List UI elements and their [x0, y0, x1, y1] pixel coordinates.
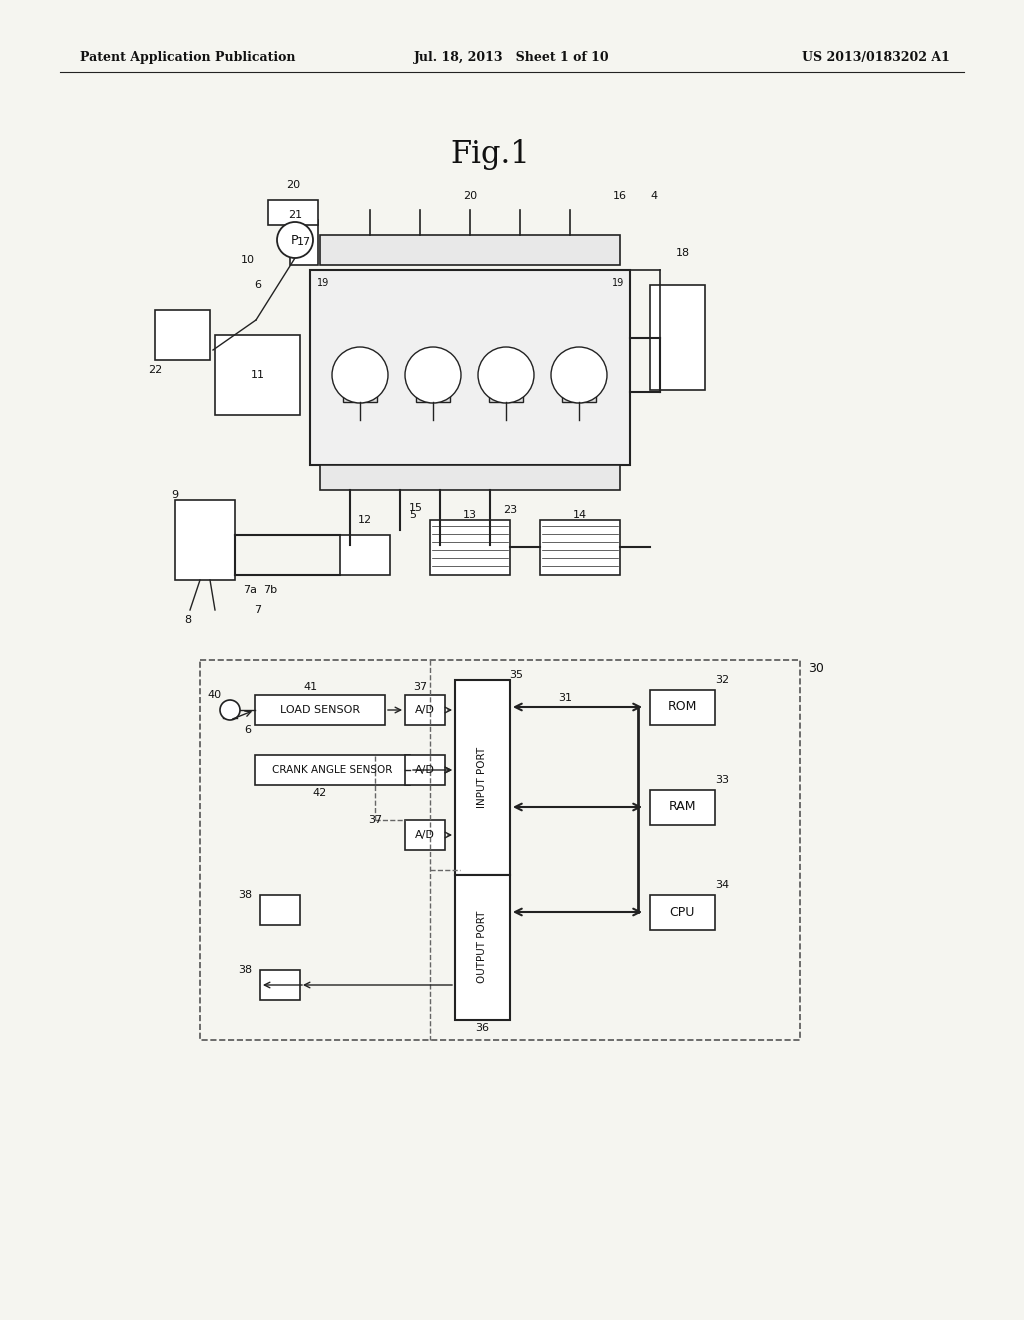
Text: 7: 7	[254, 605, 261, 615]
Bar	[255, 696, 385, 725]
Text: P: P	[291, 234, 299, 247]
Text: 37: 37	[368, 814, 382, 825]
Text: RAM: RAM	[669, 800, 695, 813]
Text: 32: 32	[715, 675, 729, 685]
Text: A/D: A/D	[415, 830, 435, 840]
Text: 37: 37	[413, 682, 427, 692]
Text: OUTPUT PORT: OUTPUT PORT	[477, 911, 487, 983]
Text: 34: 34	[715, 880, 729, 890]
Text: 6: 6	[255, 280, 261, 290]
Bar	[406, 755, 445, 785]
Text: 38: 38	[238, 965, 252, 975]
Bar	[155, 310, 210, 360]
Bar	[562, 380, 596, 403]
Bar	[260, 895, 300, 925]
Bar	[319, 465, 620, 490]
Text: CPU: CPU	[670, 906, 694, 919]
Text: 35: 35	[509, 671, 523, 680]
Text: US 2013/0183202 A1: US 2013/0183202 A1	[802, 51, 950, 65]
Text: 7a: 7a	[243, 585, 257, 595]
Bar	[489, 380, 523, 403]
Text: ROM: ROM	[668, 701, 696, 714]
Bar	[310, 271, 630, 465]
Text: 41: 41	[303, 682, 317, 692]
Text: 11: 11	[251, 370, 265, 380]
Bar	[343, 380, 377, 403]
Text: 9: 9	[171, 490, 178, 500]
Circle shape	[278, 222, 313, 257]
Bar	[650, 690, 715, 725]
Text: 30: 30	[808, 661, 824, 675]
Bar	[455, 875, 510, 1020]
Text: CRANK ANGLE SENSOR: CRANK ANGLE SENSOR	[271, 766, 392, 775]
Text: 5: 5	[410, 510, 417, 520]
Bar	[268, 201, 318, 224]
Text: Patent Application Publication: Patent Application Publication	[80, 51, 296, 65]
Text: 14: 14	[573, 510, 587, 520]
Text: 18: 18	[676, 248, 690, 257]
Text: 8: 8	[184, 615, 191, 624]
Bar	[406, 820, 445, 850]
Text: 36: 36	[475, 1023, 489, 1034]
Bar	[540, 520, 620, 576]
Text: 38: 38	[238, 890, 252, 900]
Bar	[650, 285, 705, 389]
Text: 13: 13	[463, 510, 477, 520]
Bar	[215, 335, 300, 414]
Text: 4: 4	[650, 191, 657, 201]
Text: Fig.1: Fig.1	[451, 140, 529, 170]
Circle shape	[406, 347, 461, 403]
Circle shape	[220, 700, 240, 719]
Bar	[416, 380, 450, 403]
Bar	[340, 535, 390, 576]
Bar	[175, 500, 234, 579]
Bar	[200, 660, 800, 1040]
Text: 17: 17	[297, 238, 311, 247]
Text: Jul. 18, 2013   Sheet 1 of 10: Jul. 18, 2013 Sheet 1 of 10	[414, 51, 610, 65]
Text: 23: 23	[503, 506, 517, 515]
Circle shape	[478, 347, 534, 403]
Text: 19: 19	[316, 279, 329, 288]
Bar	[430, 520, 510, 576]
Text: 6: 6	[245, 725, 252, 735]
Bar	[260, 970, 300, 1001]
Bar	[650, 895, 715, 931]
Bar	[290, 220, 318, 265]
Text: 10: 10	[241, 255, 255, 265]
Text: A/D: A/D	[415, 766, 435, 775]
Circle shape	[332, 347, 388, 403]
Circle shape	[551, 347, 607, 403]
Text: 31: 31	[558, 693, 572, 704]
Text: 33: 33	[715, 775, 729, 785]
Text: LOAD SENSOR: LOAD SENSOR	[280, 705, 360, 715]
Text: 22: 22	[147, 366, 162, 375]
Bar	[650, 789, 715, 825]
Bar	[255, 755, 410, 785]
Text: 12: 12	[358, 515, 372, 525]
Text: 16: 16	[613, 191, 627, 201]
Text: 40: 40	[208, 690, 222, 700]
Text: 15: 15	[409, 503, 423, 513]
Text: 7b: 7b	[263, 585, 278, 595]
Text: 42: 42	[313, 788, 327, 799]
Text: 20: 20	[463, 191, 477, 201]
Bar	[455, 680, 510, 875]
Text: 19: 19	[612, 279, 624, 288]
Text: 21: 21	[288, 210, 302, 220]
Text: A/D: A/D	[415, 705, 435, 715]
Bar	[319, 235, 620, 265]
Text: 20: 20	[286, 180, 300, 190]
Bar	[406, 696, 445, 725]
Text: INPUT PORT: INPUT PORT	[477, 746, 487, 808]
